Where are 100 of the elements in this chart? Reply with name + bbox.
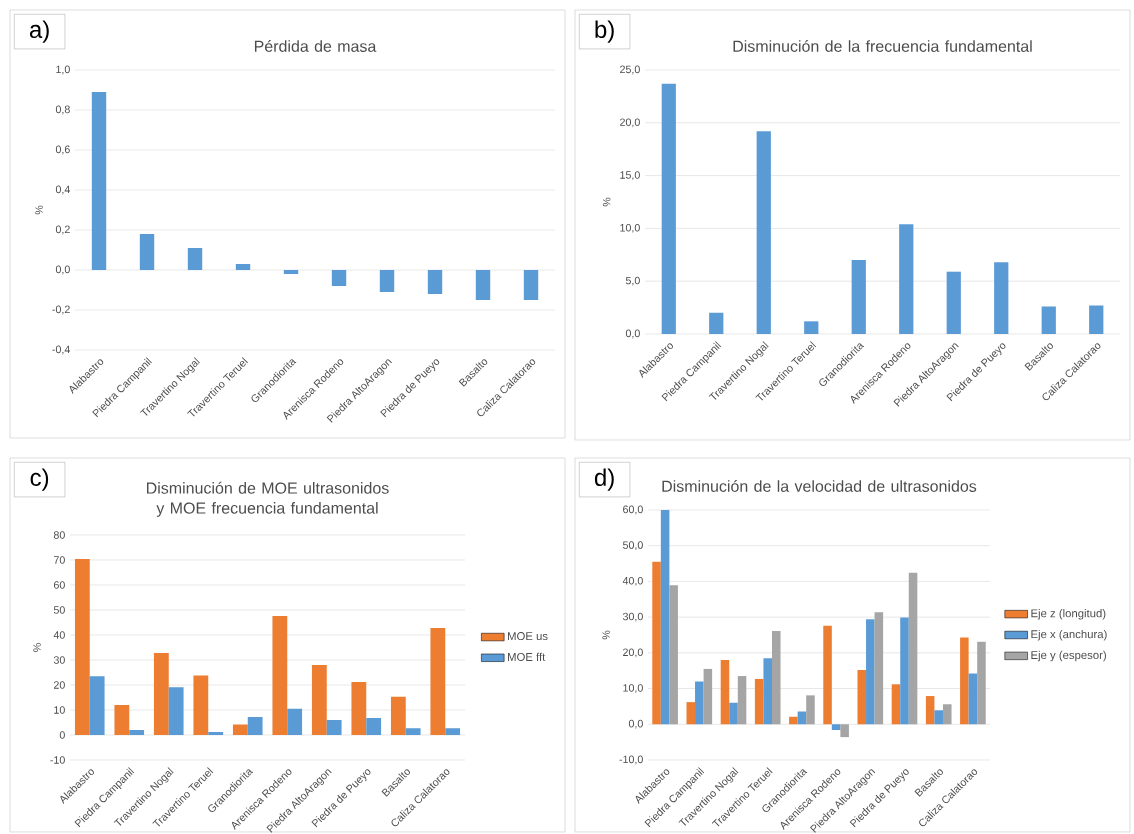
text: d) <box>594 468 614 491</box>
bar <box>660 509 670 725</box>
y-tick-label: 0,0 <box>628 719 643 729</box>
bar <box>754 678 764 725</box>
y-tick-label: 20,0 <box>623 648 643 658</box>
bar <box>866 619 875 725</box>
bar <box>379 269 395 292</box>
text: b) <box>595 20 614 43</box>
bar <box>427 269 443 294</box>
bar <box>908 572 918 725</box>
bar <box>709 312 724 334</box>
chart-title: Disminución de MOE ultrasonidos y MOE frecuencia fundamental <box>147 481 389 517</box>
y-tick-label: 0,0 <box>55 265 70 275</box>
y-tick-label: 60 <box>53 581 65 589</box>
bar <box>89 676 105 735</box>
bar <box>661 83 676 334</box>
y-tick-label: 0,8 <box>55 105 70 115</box>
bar <box>857 669 867 725</box>
y-tick-label: 0,4 <box>55 185 70 195</box>
bar <box>823 625 832 725</box>
y-tick-label: 20 <box>53 681 65 689</box>
bar <box>686 702 696 725</box>
y-tick-label: 0,6 <box>55 145 70 155</box>
bar <box>129 729 145 735</box>
bar <box>789 716 798 725</box>
bar <box>351 681 367 735</box>
y-tick-label: 80 <box>53 531 65 539</box>
y-tick-label: 0 <box>59 731 65 739</box>
y-tick-label: 0,2 <box>55 225 70 235</box>
y-tick-label: -10 <box>50 756 65 764</box>
bar <box>652 561 661 725</box>
y-tick-label: 50 <box>53 606 65 614</box>
bar <box>934 710 943 725</box>
bar <box>994 262 1009 334</box>
bar <box>283 269 299 274</box>
bar <box>232 724 248 735</box>
bar <box>114 704 130 735</box>
bar <box>899 224 914 334</box>
y-tick-label: 20,0 <box>620 118 640 128</box>
y-axis-title: % <box>602 197 611 207</box>
bar <box>756 131 771 334</box>
bar <box>925 696 935 725</box>
bar <box>851 260 866 334</box>
bar <box>139 233 155 270</box>
y-tick-label: 10,0 <box>620 223 640 233</box>
text: a) <box>29 20 49 43</box>
y-tick-label: 30,0 <box>622 612 643 622</box>
y-tick-label: 15,0 <box>620 171 640 180</box>
bar <box>287 708 303 735</box>
bar <box>797 711 807 725</box>
y-tick-label: 10 <box>54 706 65 714</box>
bar <box>968 673 978 725</box>
bar <box>311 664 327 735</box>
bar <box>737 676 747 725</box>
bar <box>720 659 730 725</box>
y-tick-label: -10,0 <box>619 755 643 765</box>
bar <box>326 719 342 735</box>
legend-label: Eje z (longitud) <box>1031 609 1106 620</box>
y-axis-title: % <box>35 205 43 215</box>
chart-title: Disminución de la frecuencia fundamental <box>733 40 1032 52</box>
bar <box>804 321 819 334</box>
y-tick-label: 30 <box>53 656 65 664</box>
bar <box>1089 305 1104 334</box>
bar <box>331 269 347 286</box>
bar <box>1041 306 1056 334</box>
bar <box>74 558 90 735</box>
y-axis-title: % <box>33 643 41 652</box>
chart-title: Pérdida de masa <box>254 40 377 52</box>
y-tick-label: 0,0 <box>625 329 640 339</box>
y-tick-label: 1,0 <box>56 65 70 75</box>
bar <box>235 263 251 270</box>
bar <box>703 668 713 725</box>
y-tick-label: 60,0 <box>623 505 643 515</box>
bar <box>430 627 446 735</box>
bar <box>831 724 841 730</box>
y-tick-label: -0,4 <box>52 345 70 355</box>
y-tick-label: 40 <box>53 631 65 639</box>
legend-label: MOE us <box>508 632 548 641</box>
bar <box>247 716 263 735</box>
bar <box>891 684 901 725</box>
bar <box>874 612 884 725</box>
y-tick-label: 50,0 <box>622 541 643 551</box>
y-tick-label: 25,0 <box>620 65 640 75</box>
bar <box>695 681 704 725</box>
bar <box>187 247 203 270</box>
y-tick-label: 10,0 <box>623 684 643 693</box>
y-tick-label: 70 <box>53 556 65 564</box>
text: c) <box>30 468 49 491</box>
bar <box>91 91 107 270</box>
y-tick-label: 5,0 <box>625 276 640 286</box>
bar <box>840 724 849 738</box>
bar <box>771 631 781 725</box>
bar <box>900 617 909 725</box>
bar <box>405 728 421 735</box>
bar <box>763 658 772 725</box>
legend-label: MOE fft <box>508 652 546 661</box>
bar <box>729 702 738 725</box>
chart-title: Disminución de la velocidad de ultrasonidos <box>662 480 977 492</box>
bar <box>208 731 224 735</box>
bar <box>272 615 288 735</box>
